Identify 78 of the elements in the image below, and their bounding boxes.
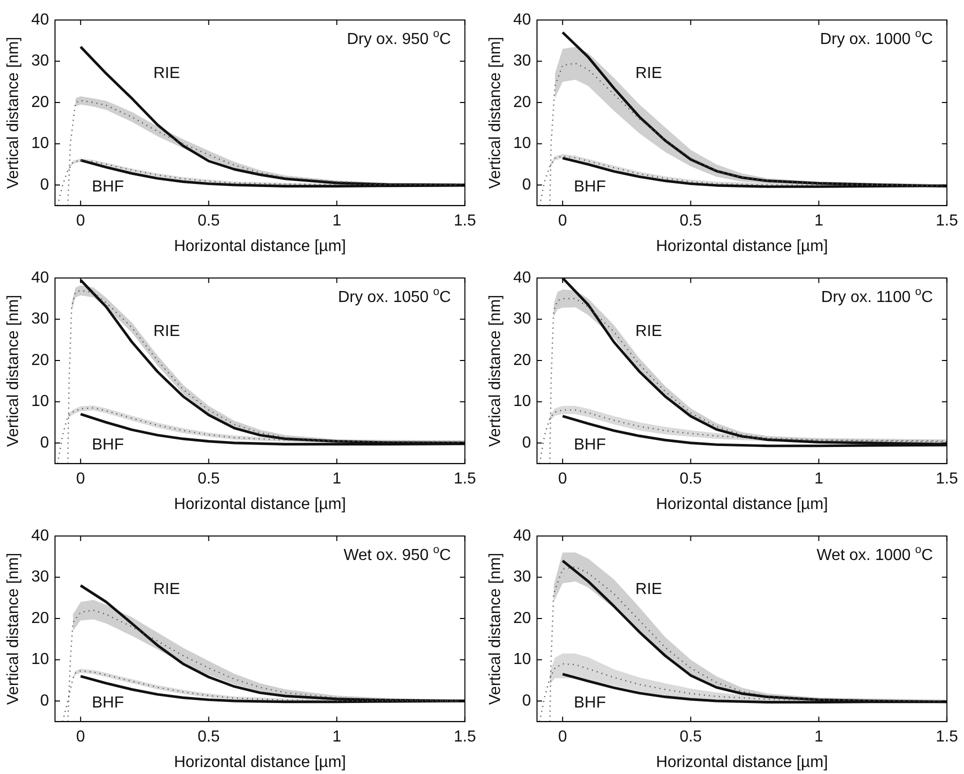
x-tick-label: 0: [76, 470, 86, 488]
x-axis-title: Horizontal distance [µm]: [656, 496, 828, 513]
x-tick-label: 0.5: [680, 470, 702, 488]
x-tick-label: 1: [332, 212, 342, 230]
y-tick-label: 20: [31, 94, 50, 111]
y-tick-label: 40: [31, 11, 50, 28]
y-tick-label: 40: [513, 269, 532, 286]
annotation: BHF: [92, 694, 124, 712]
y-tick-label: 0: [40, 692, 50, 710]
x-axis-title: Horizontal distance [µm]: [174, 238, 346, 255]
y-tick-label: 0: [40, 176, 50, 194]
y-tick-label: 30: [31, 52, 50, 70]
x-tick-label: 1.5: [936, 728, 958, 746]
x-tick-label: 1: [814, 728, 824, 746]
annotation: RIE: [635, 65, 662, 82]
annotation: BHF: [574, 694, 606, 712]
x-axis-title: Horizontal distance [µm]: [174, 496, 346, 513]
y-tick-label: 20: [513, 352, 532, 369]
y-tick-label: 0: [40, 434, 50, 452]
y-tick-label: 40: [31, 527, 50, 544]
y-tick-label: 0: [522, 176, 532, 194]
y-axis-title: Vertical distance [nm]: [487, 294, 504, 447]
x-axis-title: Horizontal distance [µm]: [656, 754, 828, 771]
annotation: BHF: [574, 436, 606, 454]
y-tick-label: 30: [513, 568, 532, 586]
x-tick-label: 0: [76, 728, 86, 746]
annotation: BHF: [92, 178, 124, 196]
y-tick-label: 0: [522, 692, 532, 710]
x-axis-title: Horizontal distance [µm]: [656, 238, 828, 255]
y-axis-title: Vertical distance [nm]: [487, 552, 504, 705]
y-tick-label: 30: [513, 310, 532, 328]
x-tick-label: 0.5: [198, 470, 220, 488]
x-tick-label: 0.5: [680, 728, 702, 746]
y-axis-title: Vertical distance [nm]: [5, 294, 22, 447]
annotation: BHF: [574, 178, 606, 196]
y-axis-title: Vertical distance [nm]: [5, 552, 22, 705]
x-tick-label: 1.5: [936, 212, 958, 230]
y-tick-label: 20: [31, 610, 50, 627]
x-tick-label: 0: [558, 728, 568, 746]
y-tick-label: 10: [513, 393, 532, 410]
y-tick-label: 40: [31, 269, 50, 286]
x-tick-label: 1.5: [454, 728, 476, 746]
x-tick-label: 0: [558, 470, 568, 488]
x-tick-label: 1.5: [936, 470, 958, 488]
y-tick-label: 20: [513, 610, 532, 627]
y-tick-label: 40: [513, 527, 532, 544]
annotation: RIE: [635, 581, 662, 598]
x-tick-label: 1: [332, 470, 342, 488]
x-axis-title: Horizontal distance [µm]: [174, 754, 346, 771]
x-tick-label: 0: [76, 212, 86, 230]
x-tick-label: 0.5: [680, 212, 702, 230]
y-tick-label: 30: [31, 310, 50, 328]
annotation: BHF: [92, 436, 124, 454]
annotation: RIE: [153, 65, 180, 82]
y-tick-label: 20: [31, 352, 50, 369]
y-axis-title: Vertical distance [nm]: [487, 36, 504, 189]
y-tick-label: 30: [513, 52, 532, 70]
y-tick-label: 10: [31, 135, 50, 152]
y-tick-label: 10: [513, 135, 532, 152]
x-tick-label: 0.5: [198, 212, 220, 230]
x-tick-label: 0.5: [198, 728, 220, 746]
annotation: RIE: [153, 323, 180, 340]
x-tick-label: 1: [332, 728, 342, 746]
x-tick-label: 1: [814, 212, 824, 230]
y-axis-title: Vertical distance [nm]: [5, 36, 22, 189]
x-tick-label: 1.5: [454, 470, 476, 488]
y-tick-label: 40: [513, 11, 532, 28]
x-tick-label: 0: [558, 212, 568, 230]
annotation: RIE: [153, 581, 180, 598]
y-tick-label: 10: [513, 651, 532, 668]
annotation: RIE: [635, 323, 662, 340]
y-tick-label: 10: [31, 651, 50, 668]
y-tick-label: 20: [513, 94, 532, 111]
x-tick-label: 1: [814, 470, 824, 488]
y-tick-label: 30: [31, 568, 50, 586]
y-tick-label: 0: [522, 434, 532, 452]
y-tick-label: 10: [31, 393, 50, 410]
x-tick-label: 1.5: [454, 212, 476, 230]
